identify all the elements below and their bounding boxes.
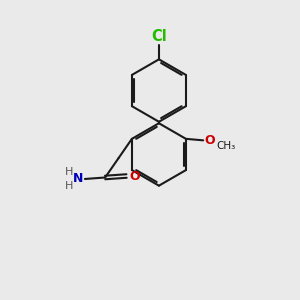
Text: O: O [129,169,140,182]
Text: CH₃: CH₃ [217,141,236,151]
Text: N: N [73,172,83,185]
Text: O: O [204,134,215,147]
Text: H: H [64,181,73,190]
Text: H: H [64,167,73,177]
Text: Cl: Cl [151,28,167,44]
